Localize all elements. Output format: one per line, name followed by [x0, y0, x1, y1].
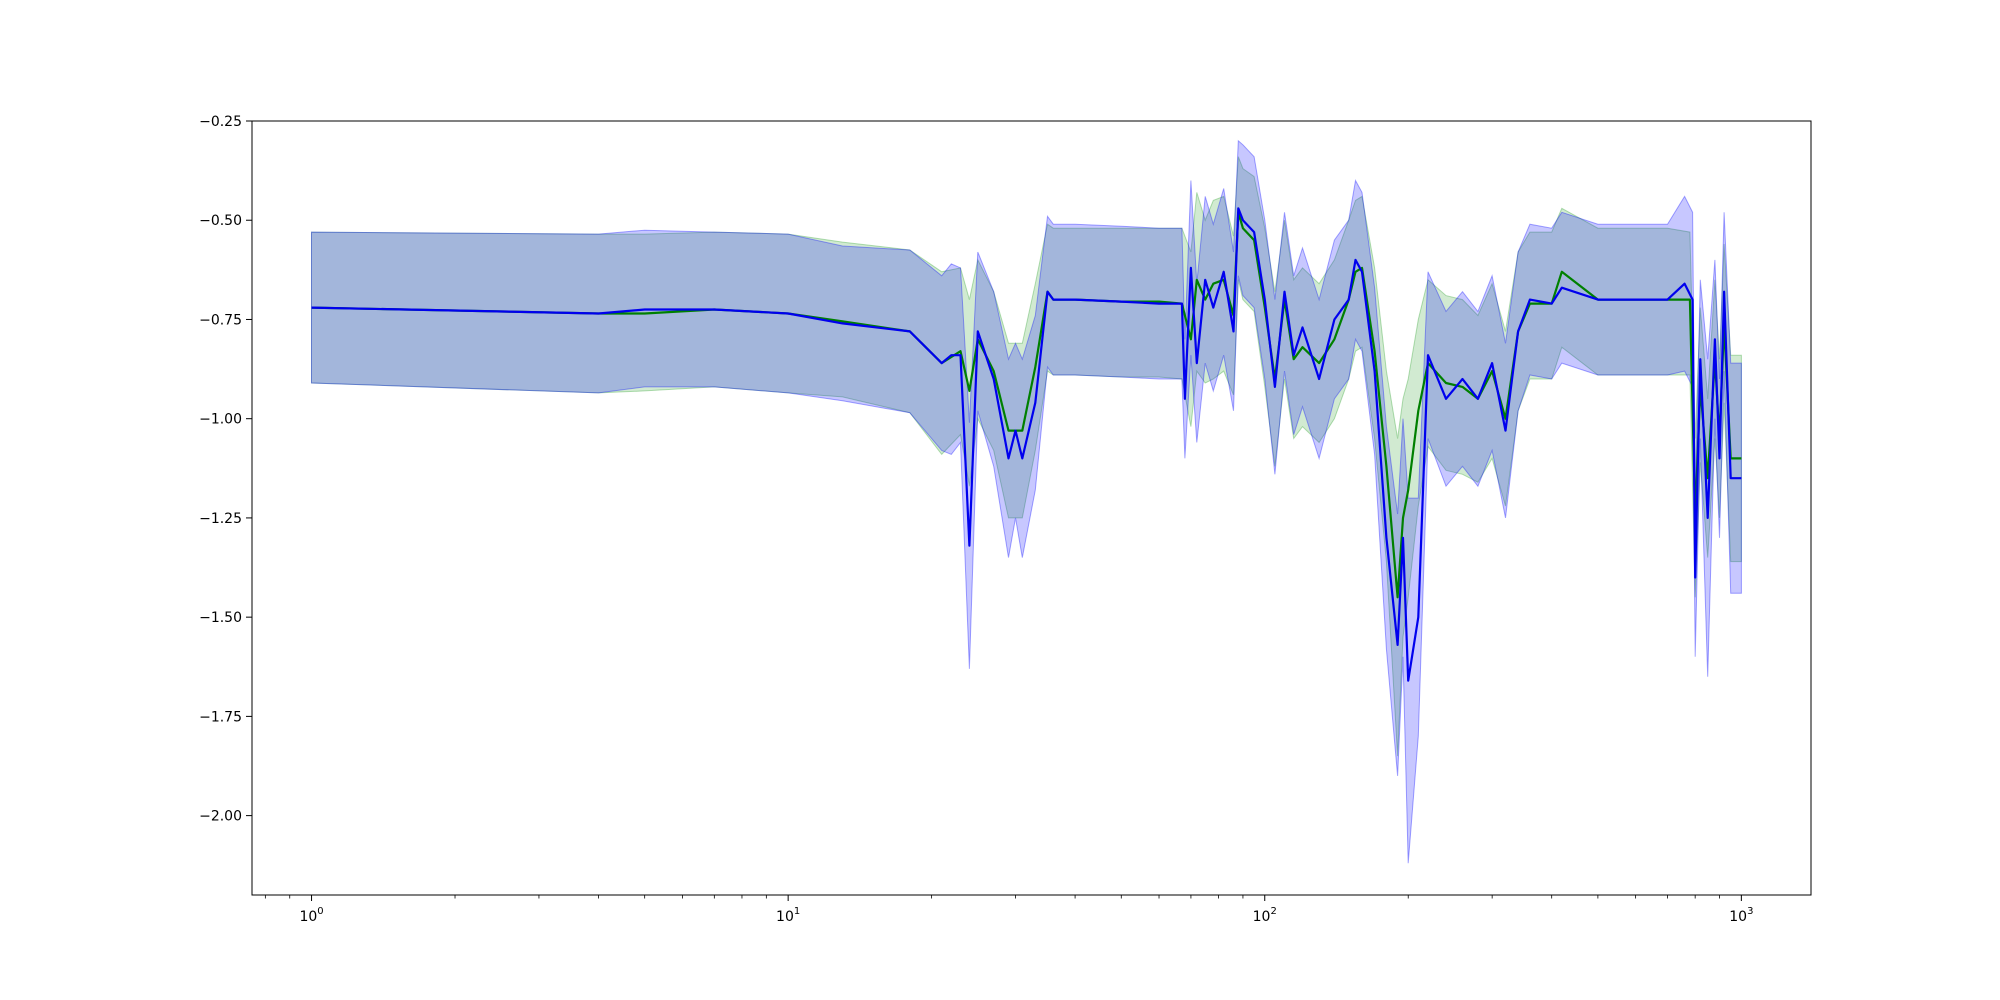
axes-frame: [251, 120, 1812, 896]
series-lines: [311, 207, 1742, 682]
y-tick-label: −0.25: [199, 114, 242, 130]
confidence-band-1: [311, 156, 1742, 757]
y-tick-label: −1.00: [199, 412, 242, 428]
x-tick-label: 102: [1253, 906, 1277, 925]
plot-area: [311, 139, 1742, 864]
x-axis: 100 101 102 103: [264, 895, 1753, 925]
y-tick-label: −0.75: [199, 312, 242, 328]
y-tick-label: −1.25: [199, 511, 242, 527]
y-tick-label: −0.50: [199, 213, 242, 229]
confidence-bands: [311, 139, 1742, 864]
x-tick-label: 101: [776, 906, 800, 925]
y-tick-label: −1.50: [199, 610, 242, 626]
y-axis: −0.25 −0.50 −0.75 −1.00 −1.25 −1.50 −1.75 −2.00: [199, 114, 252, 825]
series-line-1: [311, 211, 1742, 599]
confidence-band-2: [311, 139, 1742, 864]
series-line-2: [311, 207, 1742, 682]
y-tick-label: −2.00: [199, 809, 242, 825]
x-tick-label: 100: [299, 906, 323, 925]
x-tick-label: 103: [1729, 906, 1753, 925]
y-tick-label: −1.75: [199, 709, 242, 725]
